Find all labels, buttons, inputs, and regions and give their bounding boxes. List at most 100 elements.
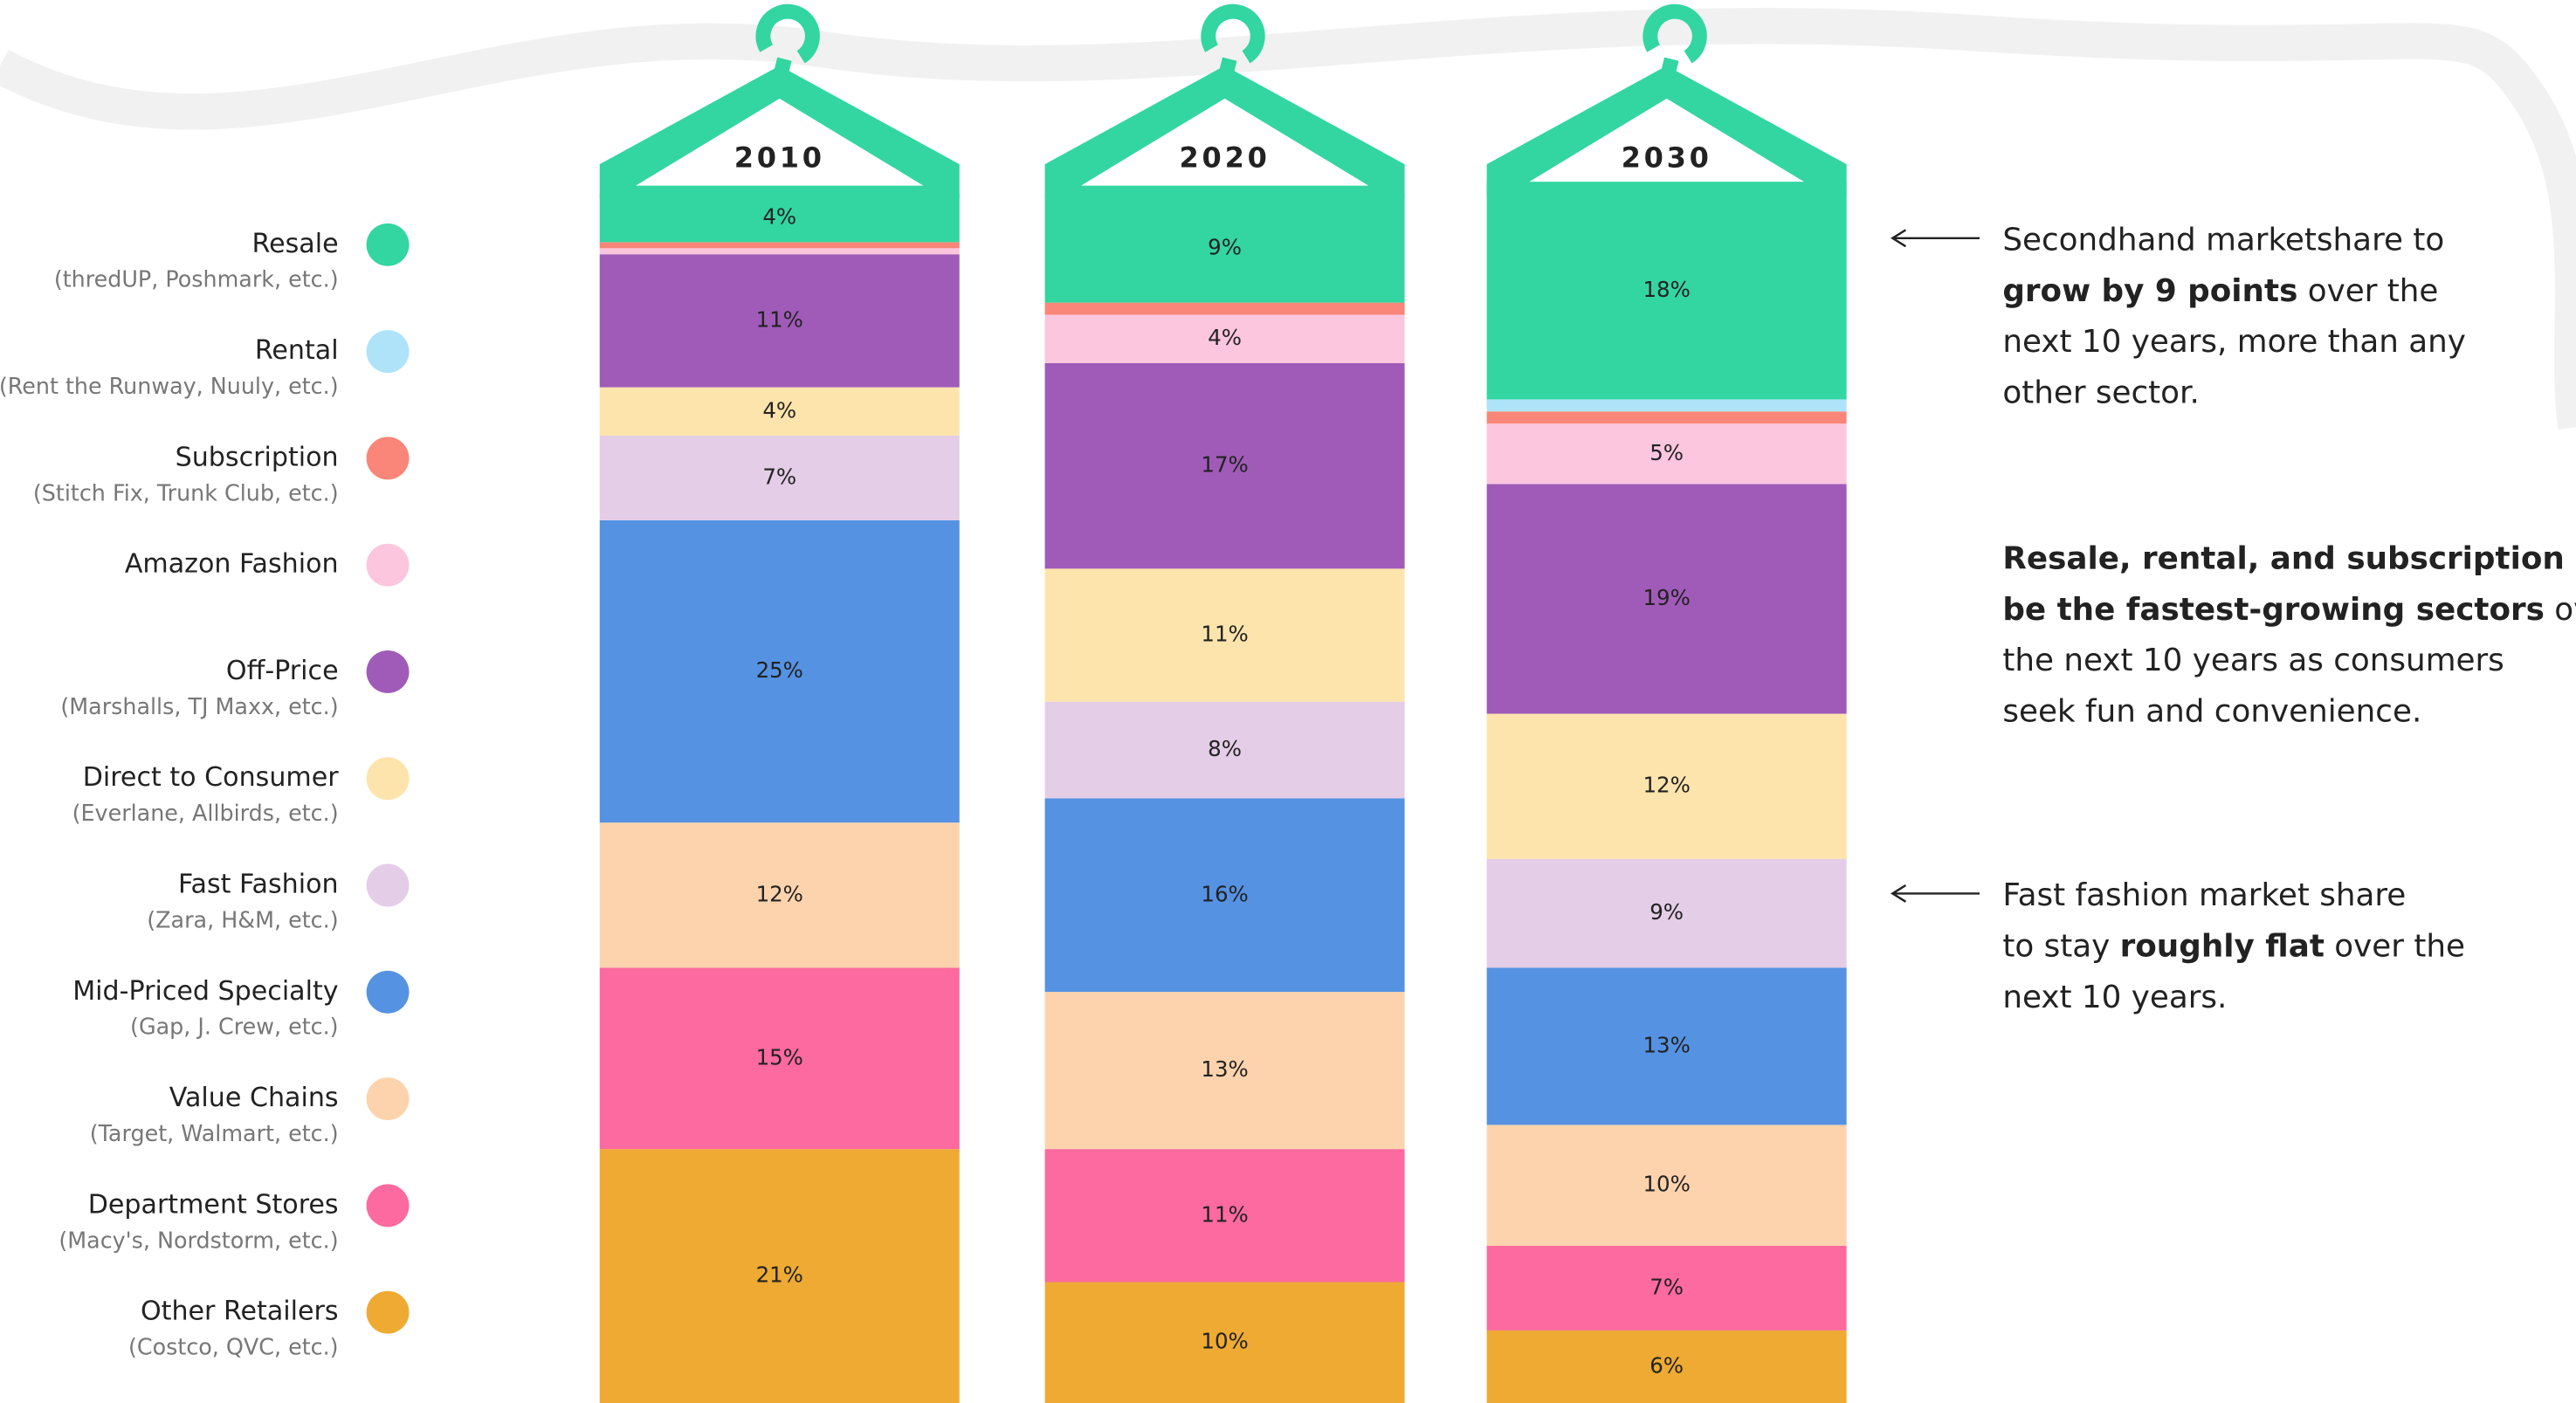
data-label: 13% <box>1201 1056 1248 1082</box>
annotation-run: over the <box>2325 929 2465 965</box>
annotation-run: Secondhand marketshare to <box>2002 223 2444 258</box>
data-label: 4% <box>762 204 796 230</box>
hanger-inner <box>1080 98 1369 186</box>
legend-sublabel: (Zara, H&M, etc.) <box>147 906 338 932</box>
legend-label: Resale <box>252 229 339 259</box>
bar-segment <box>1044 1149 1405 1283</box>
bar-segment <box>599 242 960 249</box>
data-label: 16% <box>1201 881 1248 906</box>
data-label: 11% <box>1201 622 1248 647</box>
annotation-run: Fast fashion market share <box>2002 877 2406 913</box>
legend-swatch <box>366 970 410 1014</box>
annotation-run: other sector. <box>2002 375 2199 411</box>
annotation-line: Fast fashion market share <box>2002 877 2406 913</box>
data-label: 19% <box>1643 585 1690 610</box>
annotation-line: to stay roughly flat over the <box>2002 929 2465 965</box>
legend-label: Off-Price <box>226 656 339 686</box>
annotation-run: grow by 9 points <box>2002 273 2297 309</box>
annotation-line: the next 10 years as consumers <box>2002 643 2504 678</box>
bar-segment <box>1044 568 1405 702</box>
hanger-inner <box>1523 98 1811 186</box>
bar-segment <box>599 254 960 388</box>
annotation-line: seek fun and convenience. <box>2002 693 2421 729</box>
bar-segment <box>599 822 960 968</box>
data-label: 10% <box>1643 1172 1690 1197</box>
legend-swatch <box>366 330 410 374</box>
annotation-run: over <box>2545 592 2576 628</box>
legend-sublabel: (Stitch Fix, Trunk Club, etc.) <box>33 479 339 505</box>
legend-sublabel: (Marshalls, TJ Maxx, etc.) <box>60 693 338 719</box>
data-label: 7% <box>762 464 796 489</box>
annotation-run: Resale, rental, and subscription will <box>2002 541 2576 577</box>
annotation-line: grow by 9 points over the <box>2002 273 2438 309</box>
annotation-run: be the fastest-growing sectors <box>2002 592 2545 628</box>
legend-sublabel: (Rent the Runway, Nuuly, etc.) <box>0 373 339 399</box>
legend-label: Fast Fashion <box>178 870 339 900</box>
bar-segment <box>1486 1124 1847 1246</box>
data-label: 11% <box>756 306 803 332</box>
bar-segment <box>1044 362 1405 569</box>
legend-label: Amazon Fashion <box>125 549 339 580</box>
data-label: 18% <box>1643 277 1690 302</box>
data-label: 4% <box>1208 325 1242 350</box>
bar-segment <box>1044 1282 1405 1403</box>
hanger-hook <box>1201 3 1265 69</box>
year-label: 2030 <box>1622 141 1712 174</box>
bar-segment <box>1486 411 1847 424</box>
legend-label: Mid-Priced Specialty <box>72 976 338 1007</box>
legend-label: Subscription <box>176 442 339 472</box>
legend-swatch <box>366 1290 410 1334</box>
year-label: 2020 <box>1180 141 1271 174</box>
data-label: 9% <box>1650 899 1684 925</box>
legend-swatch <box>366 1184 410 1228</box>
bar-segment <box>1486 399 1847 412</box>
bar-segment <box>1044 314 1405 363</box>
data-label: 17% <box>1201 452 1248 478</box>
bar-segment <box>599 1149 960 1403</box>
legend-label: Direct to Consumer <box>83 762 340 793</box>
data-label: 5% <box>1650 440 1684 465</box>
bar-segment <box>1044 798 1405 993</box>
data-label: 10% <box>1201 1329 1248 1354</box>
annotation-run: next 10 years. <box>2002 980 2227 1015</box>
data-label: 7% <box>1650 1274 1684 1299</box>
bar-segment <box>1486 423 1847 485</box>
bar-segment <box>1486 713 1847 859</box>
bar-segment <box>1486 484 1847 714</box>
hanger-hook <box>755 3 820 69</box>
annotation-arrowhead <box>1891 229 1907 248</box>
legend-label: Rental <box>255 335 339 366</box>
data-label: 4% <box>762 397 796 423</box>
bar-segment <box>599 387 960 436</box>
bar-segment <box>1486 1330 1847 1403</box>
data-label: 12% <box>756 881 803 906</box>
legend-swatch <box>366 543 410 587</box>
legend-swatch <box>366 223 410 266</box>
annotation-line: Secondhand marketshare to <box>2002 223 2444 258</box>
legend-sublabel: (thredUP, Poshmark, etc.) <box>54 266 339 292</box>
bar-segment <box>599 435 960 520</box>
legend-sublabel: (Costco, QVC, etc.) <box>128 1334 339 1360</box>
annotation-line: other sector. <box>2002 375 2199 411</box>
data-label: 9% <box>1208 234 1242 259</box>
bar-segment <box>1486 967 1847 1125</box>
bar-segment <box>1486 182 1847 400</box>
bar-segment <box>599 248 960 255</box>
bar-segment <box>1486 858 1847 968</box>
bar-segment <box>1486 1245 1847 1331</box>
annotation-line: Resale, rental, and subscription will <box>2002 541 2576 577</box>
bar-segment <box>599 193 960 243</box>
year-label: 2010 <box>734 141 825 174</box>
bar-segment <box>599 519 960 823</box>
legend-swatch <box>366 757 410 801</box>
data-label: 11% <box>1201 1201 1248 1227</box>
data-label: 21% <box>756 1262 803 1288</box>
annotation-run: the next 10 years as consumers <box>2002 643 2504 678</box>
annotation-line: next 10 years. <box>2002 980 2227 1015</box>
bar-segment <box>1044 992 1405 1150</box>
annotation-run: to stay <box>2002 929 2119 965</box>
bar-segment <box>1044 701 1405 799</box>
legend-sublabel: (Target, Walmart, etc.) <box>90 1120 339 1146</box>
annotation-run: over the <box>2297 273 2438 309</box>
